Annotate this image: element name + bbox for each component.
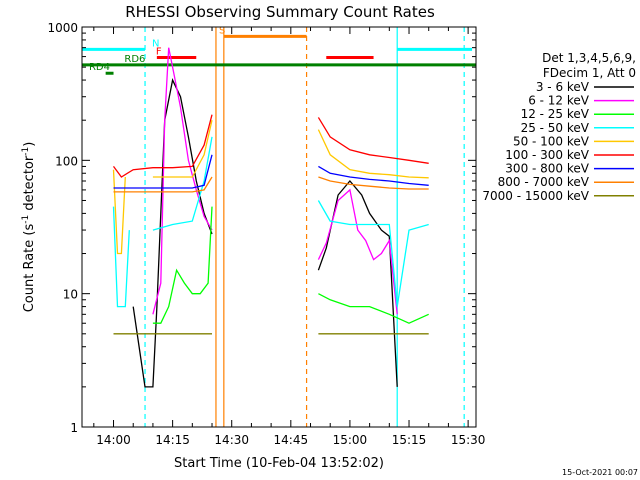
footer-date: 15-Oct-2021 00:07 [562,468,638,477]
x-tick-label: 15:00 [333,433,368,447]
x-tick-label: 15:15 [392,433,427,447]
y-axis-label: Count Rate (s-1 detector-1) [21,142,37,313]
legend-label-50-100-kev: 50 - 100 keV [513,134,590,148]
annotation-rd6: RD6 [124,54,145,65]
annotation-s: S [219,25,225,36]
legend-label-7000-15000-kev: 7000 - 15000 keV [482,189,589,203]
y-tick-label: 10 [63,288,78,302]
annotation-rd4: RD4 [89,62,110,73]
annotation-f: F [156,47,162,58]
legend-label-6-12-kev: 6 - 12 keV [528,94,590,108]
x-tick-label: 14:45 [274,433,309,447]
x-tick-label: 14:00 [96,433,131,447]
x-axis-label: Start Time (10-Feb-04 13:52:02) [174,456,384,471]
annotation-n: N [152,38,159,49]
legend-label-100-300-kev: 100 - 300 keV [505,148,589,162]
y-tick-label: 100 [55,154,78,168]
y-axis: 1 10 100 1000 [47,21,476,435]
y-axis-label-sup2: -1 [21,147,31,156]
legend: Det 1,3,4,5,6,9, FDecim 1, Att 0 3 - 6 k… [482,51,636,203]
legend-header-line-2: FDecim 1, Att 0 [543,66,636,80]
plot-area: NF S RD6 RD4 [82,25,476,427]
y-tick-label: 1000 [47,21,78,35]
chart-title: RHESSI Observing Summary Count Rates [125,3,435,21]
series-line-6-12-kev [152,47,398,315]
y-axis-label-mid: detector [22,155,37,215]
y-axis-label-main: Count Rate (s [22,224,37,313]
x-axis: 14:00 14:15 14:30 14:45 15:00 15:15 15:30 [93,27,486,447]
legend-label-12-25-kev: 12 - 25 keV [521,107,590,121]
plot-frame [81,26,477,428]
y-tick-label: 1 [70,421,78,435]
x-tick-label: 14:30 [214,433,249,447]
x-tick-label: 14:15 [155,433,190,447]
y-axis-label-sup1: -1 [21,215,31,224]
legend-label-25-50-kev: 25 - 50 keV [521,121,590,135]
x-tick-label: 15:30 [451,433,486,447]
legend-label-300-800-kev: 300 - 800 keV [505,162,589,176]
legend-label-800-7000-kev: 800 - 7000 keV [498,175,590,189]
legend-label-3-6-kev: 3 - 6 keV [536,80,590,94]
y-axis-label-end: ) [22,142,37,147]
legend-header-line-1: Det 1,3,4,5,6,9, [542,51,636,65]
